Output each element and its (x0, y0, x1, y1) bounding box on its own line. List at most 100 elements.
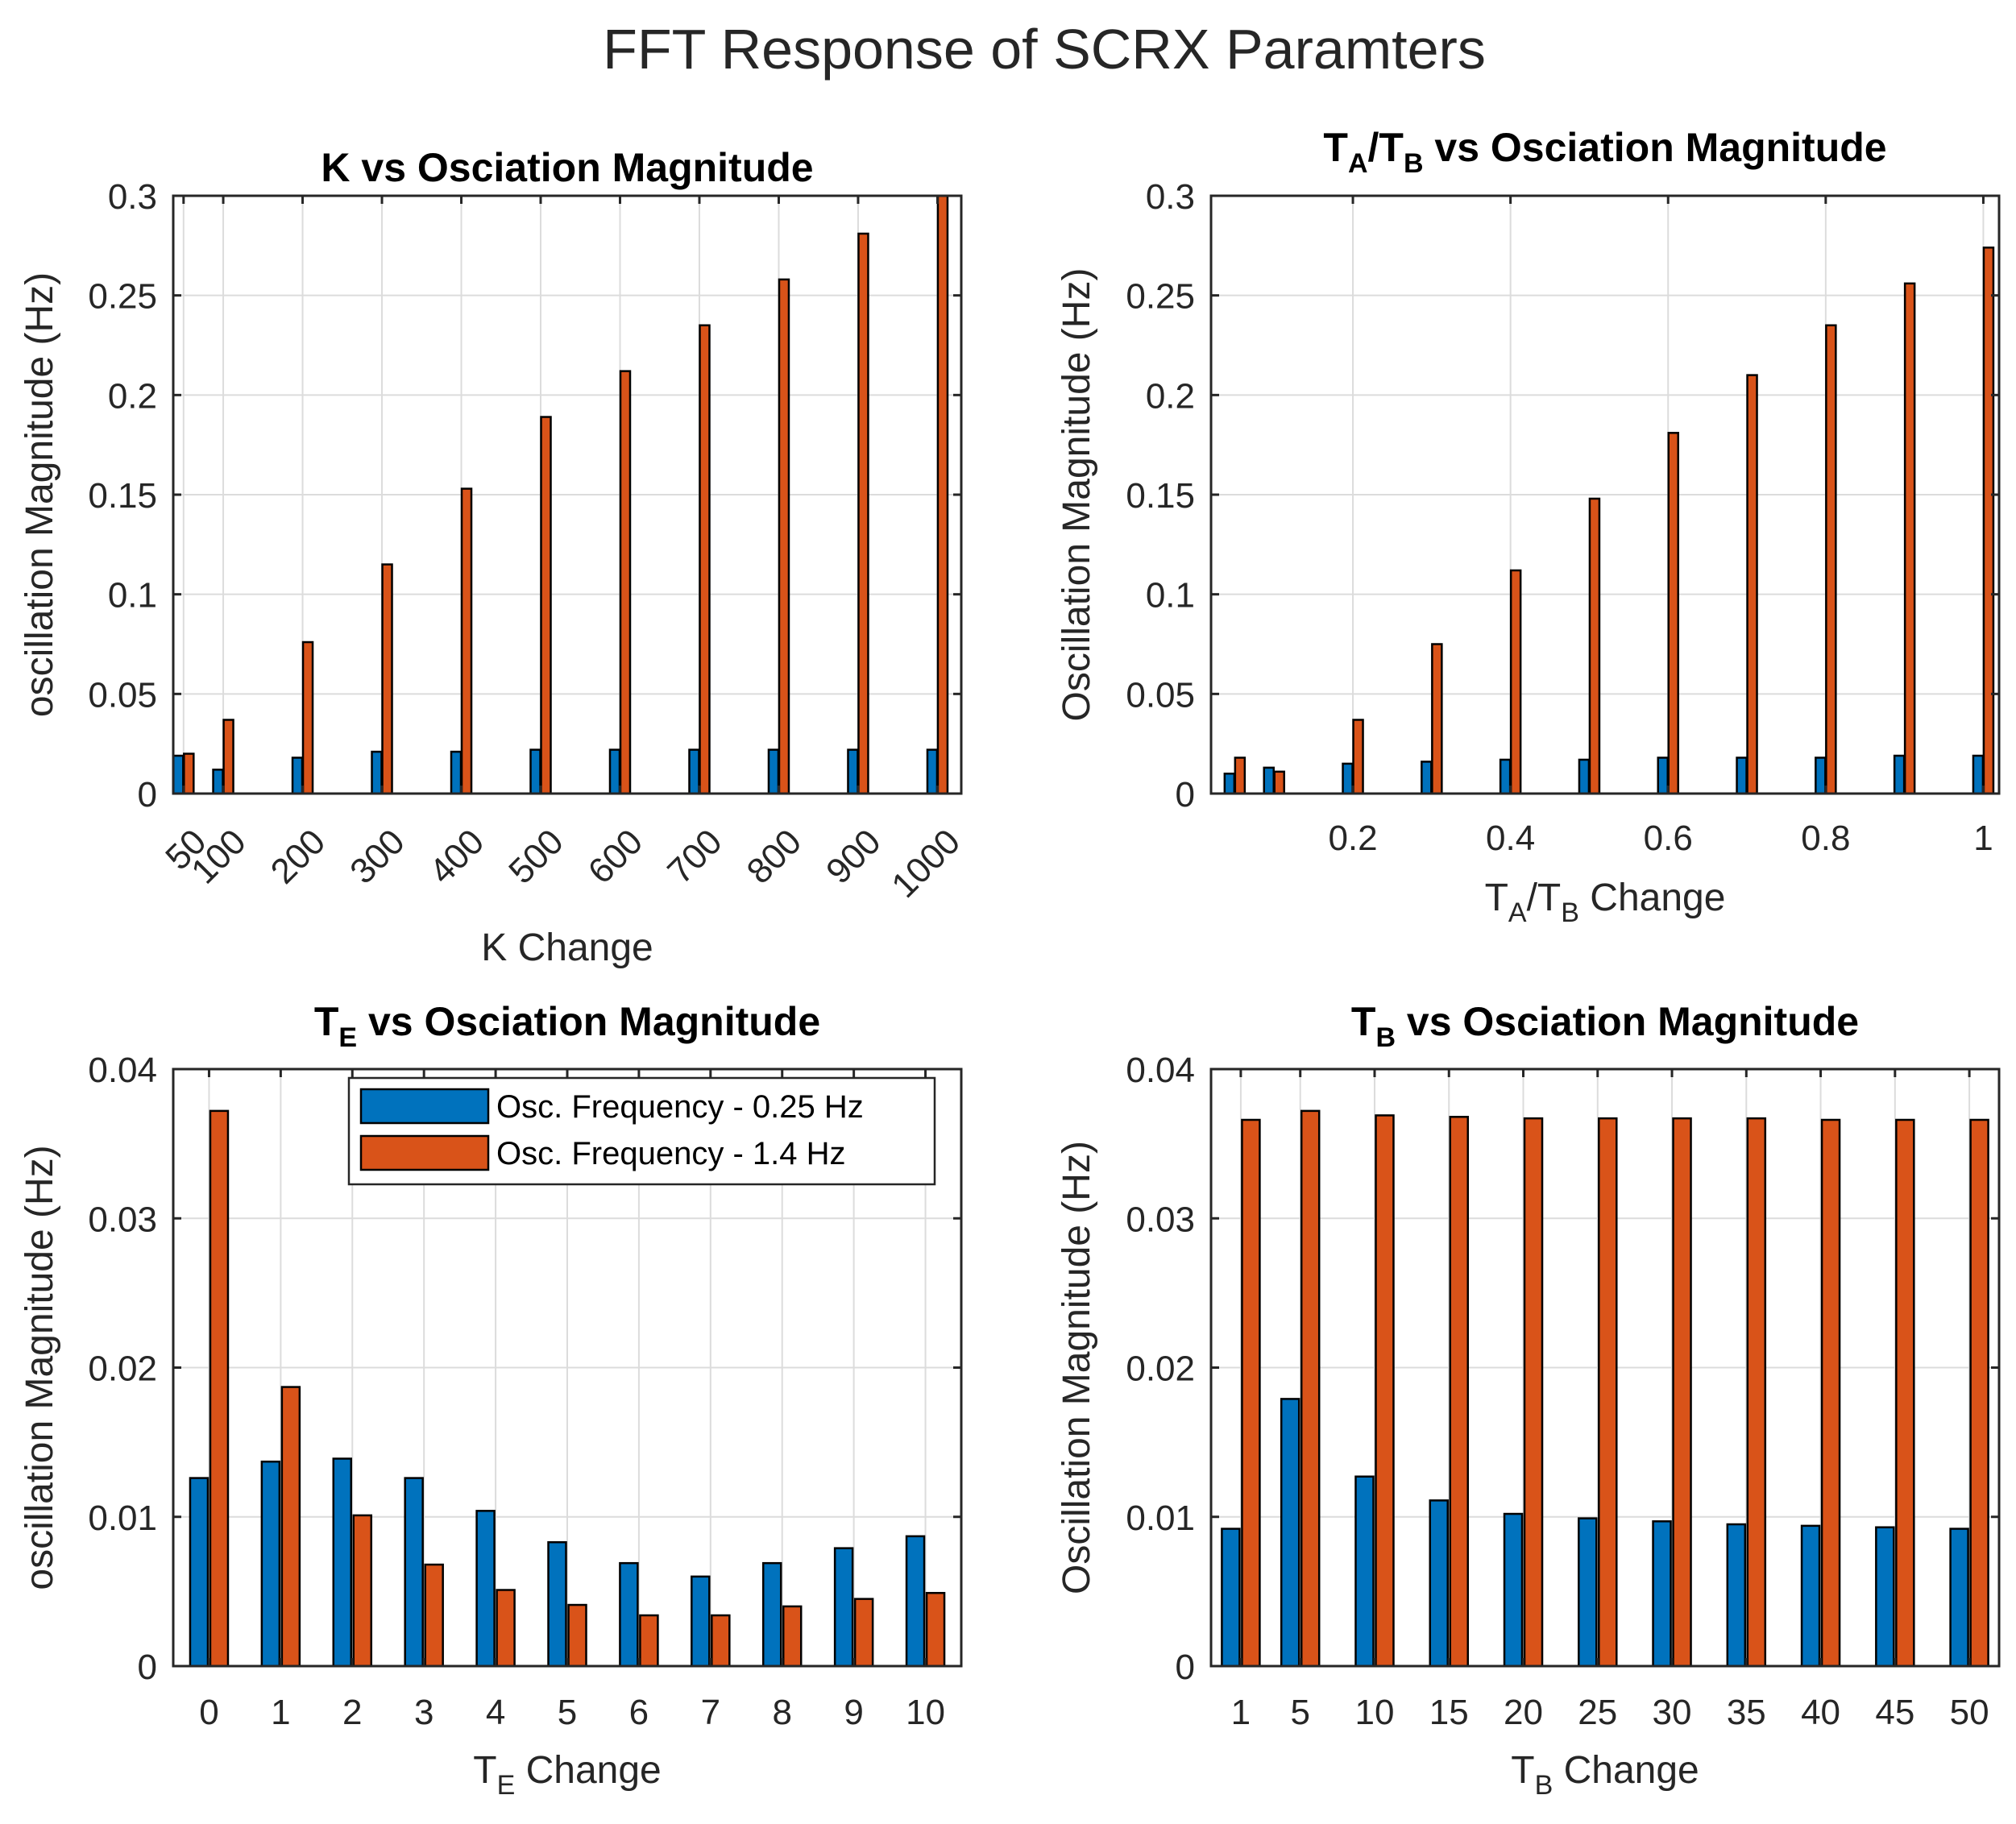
bar-series-1 (1223, 773, 1236, 795)
x-axis-label-part: /T (1527, 877, 1562, 919)
ytick-label: 0.04 (1126, 1051, 1195, 1090)
bar-series-1 (608, 748, 621, 795)
bar-series-2 (1895, 1118, 1915, 1668)
xtick-label: 10 (1355, 1693, 1395, 1732)
chart-title: TA/TB vs Osciation Magnitude (1323, 125, 1886, 179)
bar-series-1 (404, 1477, 424, 1668)
chart-title-part: B (1375, 1022, 1396, 1053)
xtick-label: 300 (342, 822, 413, 892)
ytick-label: 0 (138, 1648, 157, 1687)
bar-series-2 (1746, 1117, 1767, 1668)
xtick-label: 800 (740, 822, 810, 892)
xtick-label: 700 (660, 822, 730, 892)
bar-series-2 (1672, 1117, 1692, 1668)
x-axis-label-part: T (1511, 1749, 1534, 1792)
bar-series-1 (691, 1575, 711, 1668)
bar-series-1 (1736, 757, 1748, 795)
bar-series-2 (460, 487, 473, 795)
bar-series-2 (1667, 432, 1679, 795)
xtick-label: 20 (1504, 1693, 1543, 1732)
xtick-label: 35 (1727, 1693, 1766, 1732)
bar-series-2 (936, 194, 949, 795)
xtick-label: 200 (263, 822, 334, 892)
bar-series-2 (1746, 374, 1758, 795)
chart-title: K vs Osciation Magnitude (321, 145, 813, 190)
xtick-label: 10 (906, 1693, 945, 1732)
chart-title-part: T (314, 999, 339, 1044)
bar-series-2 (853, 1598, 874, 1668)
bar-series-1 (1342, 762, 1354, 795)
bar-series-2 (1509, 569, 1522, 795)
bar-series-2 (639, 1614, 659, 1668)
ytick-label: 0.03 (88, 1200, 157, 1239)
bar-series-1 (1893, 754, 1906, 795)
bar-series-2 (1449, 1116, 1469, 1668)
chart-title-part: A (1348, 148, 1368, 179)
ytick-label: 0 (1176, 775, 1195, 815)
bar-series-2 (209, 1109, 230, 1668)
bar-series-2 (778, 278, 790, 795)
legend-label-1: Osc. Frequency - 0.25 Hz (496, 1089, 864, 1125)
bar-series-1 (1499, 758, 1512, 795)
xtick-label: 0.8 (1801, 819, 1850, 858)
ytick-label: 0.15 (88, 476, 157, 516)
bar-series-1 (1578, 1517, 1598, 1668)
ytick-label: 0 (1176, 1648, 1195, 1687)
bar-series-2 (280, 1386, 301, 1668)
bar-series-1 (1429, 1499, 1449, 1668)
bar-series-2 (1431, 643, 1443, 795)
bar-series-1 (688, 748, 700, 795)
ytick-label: 0.3 (1146, 177, 1195, 217)
bar-series-1 (1949, 1528, 1969, 1668)
ytick-label: 0.05 (1126, 675, 1195, 715)
legend-swatch-1 (359, 1088, 490, 1125)
chart-title-part: /T (1368, 125, 1404, 170)
xtick-label: 15 (1429, 1693, 1469, 1732)
bar-series-2 (1273, 770, 1285, 795)
bar-series-1 (1657, 757, 1669, 795)
chart-title-part: vs Osciation Magnitude (357, 999, 820, 1044)
bar-series-2 (699, 324, 711, 795)
bar-series-2 (1969, 1118, 1989, 1668)
bar-series-1 (1652, 1520, 1672, 1668)
x-axis-label-part: A (1508, 897, 1527, 928)
xtick-label: 5 (558, 1693, 577, 1732)
xtick-label: 1 (271, 1693, 290, 1732)
bar-series-1 (926, 748, 939, 795)
bar-series-1 (332, 1457, 353, 1668)
x-axis-label: TA/TB Change (1485, 877, 1726, 928)
ytick-label: 0.25 (88, 277, 157, 317)
y-axis-label: oscillation Magnitude (Hz) (19, 272, 61, 717)
bar-series-1 (1421, 761, 1433, 795)
legend-label-2: Osc. Frequency - 1.4 Hz (496, 1136, 845, 1171)
x-axis-label-part: Change (1553, 1749, 1699, 1792)
bar-series-2 (1982, 247, 1995, 795)
ytick-label: 0.1 (1146, 576, 1195, 616)
bar-series-2 (567, 1603, 587, 1668)
chart-title-part: T (1351, 999, 1376, 1044)
bar-series-1 (905, 1535, 926, 1668)
ytick-label: 0.01 (88, 1499, 157, 1538)
y-axis-label: Oscillation Magnitude (Hz) (1056, 268, 1098, 722)
bar-series-2 (301, 640, 314, 795)
xtick-label: 7 (701, 1693, 720, 1732)
ytick-label: 0 (138, 775, 157, 815)
xtick-label: 500 (501, 822, 571, 892)
bar-series-1 (291, 757, 304, 795)
xtick-label: 3 (414, 1693, 433, 1732)
x-axis-label-part: T (473, 1749, 496, 1792)
y-axis-label: Oscillation Magnitude (Hz) (1056, 1141, 1098, 1594)
bar-series-1 (189, 1477, 209, 1668)
xtick-label: 9 (844, 1693, 863, 1732)
bar-series-2 (1375, 1114, 1395, 1668)
bar-series-2 (496, 1589, 516, 1668)
bar-series-1 (761, 1561, 782, 1668)
bar-series-1 (172, 754, 185, 795)
xtick-label: 5 (1290, 1693, 1309, 1732)
ytick-label: 0.2 (1146, 376, 1195, 416)
bar-series-1 (450, 750, 463, 795)
chart-panel-2: 00.050.10.150.20.250.30.2 0.4 0.6 0.8 1TA/TB… (1056, 125, 2001, 928)
xtick-label: 0 (199, 1693, 218, 1732)
